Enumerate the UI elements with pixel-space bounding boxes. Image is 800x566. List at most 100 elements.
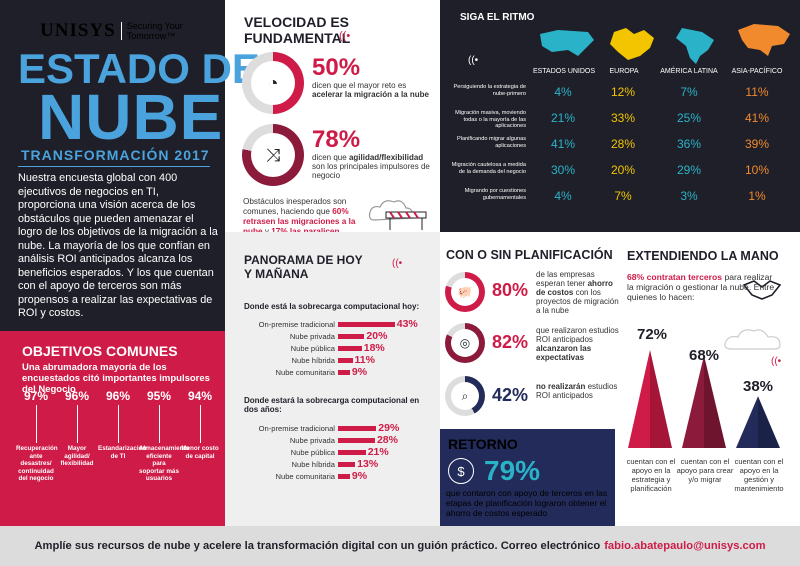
region-header: AMÉRICA LATINA <box>660 68 718 75</box>
magnifier-icon: ⌕ <box>451 382 479 410</box>
logo-tagline: Securing Your Tomorrow™ <box>127 21 183 41</box>
velocidad-title: VELOCIDAD ES FUNDAMENTAL <box>244 14 350 46</box>
bar-value: 20% <box>366 330 388 342</box>
ritmo-table: Persiguiendo la estrategia de nube-prime… <box>448 80 798 220</box>
retorno-text: que contaron con apoyo de terceros en la… <box>446 488 608 518</box>
bar-value: 9% <box>351 470 368 482</box>
bar-label: On-premise tradicional <box>258 319 335 329</box>
bar-label: On-premise tradicional <box>258 423 335 433</box>
bar-label: Nube privada <box>289 331 335 341</box>
agility-ring: ⤨ <box>242 124 304 186</box>
bar-label: Nube híbrida <box>291 355 335 365</box>
bar-label: Nube comunitaria <box>275 367 335 377</box>
extend-pct: 68% <box>688 347 720 364</box>
piggy-bank-icon: 🐖 <box>451 278 479 306</box>
bar-value: 18% <box>363 342 385 354</box>
bar-row: Nube privada 20% <box>232 330 432 342</box>
ritmo-title: SIGA EL RITMO <box>460 12 535 23</box>
extend-text-body: para realizar la migración o gestionar l… <box>627 272 775 302</box>
objetivos-panel <box>0 331 225 526</box>
ritmo-cell: 11% <box>745 85 769 99</box>
extend-pyramid-chart <box>628 350 780 448</box>
bar-label: Nube comunitaria <box>275 471 335 481</box>
velocidad-title-line2: FUNDAMENTAL <box>244 30 351 46</box>
bar <box>338 425 377 431</box>
bar-value: 29% <box>378 422 400 434</box>
ritmo-cell: 41% <box>550 137 576 151</box>
bar <box>338 461 356 467</box>
ritmo-cell: 20% <box>610 163 636 177</box>
bar-value: 43% <box>396 318 418 330</box>
objetivo-label: Recuperación ante desastres/ continuidad… <box>16 445 58 482</box>
ritmo-cell: 10% <box>744 163 770 177</box>
wifi-icon: ((• <box>392 258 403 269</box>
main-title-line2: NUBE <box>38 81 224 153</box>
bar <box>338 437 375 443</box>
bar-label: Nube privada <box>289 435 335 445</box>
plan-text-post: estudios ROI anticipados <box>536 382 618 400</box>
bar-row: Nube pública 18% <box>232 342 432 354</box>
region-header: EUROPA <box>609 68 639 75</box>
stat-pct: 50% <box>312 54 361 81</box>
bar-value: 28% <box>376 434 398 446</box>
objetivo-label: Almacenamiento eficiente para soportar m… <box>139 445 190 482</box>
obst-pre: Obstáculos inesperados son comunes, haci… <box>243 197 347 216</box>
ritmo-cell: 21% <box>550 111 576 125</box>
stat-text: dicen que agilidad/flexibilidad son los … <box>312 153 432 180</box>
objetivo-line <box>35 405 37 443</box>
search-ring: ⌕ <box>445 376 485 416</box>
pyramid <box>736 396 780 448</box>
ritmo-cell: 12% <box>610 85 636 99</box>
plan-pct: 80% <box>492 280 529 300</box>
extend-label: cuentan con el apoyo para crear y/o migr… <box>676 457 734 484</box>
plan-text-post: con los proyectos de migración a la nube <box>536 288 619 315</box>
unisys-logo[interactable]: UNISYS Securing Your Tomorrow™ <box>40 20 210 42</box>
bar-value: 9% <box>351 366 368 378</box>
stat-text-bold: agilidad/flexibilidad <box>348 153 424 162</box>
bar-row: On-premise tradicional 29% <box>232 422 432 434</box>
objetivo-label: Estandarización de TI <box>98 445 147 460</box>
footer-bar: Amplíe sus recursos de nube y acelere la… <box>0 526 800 566</box>
obst-bold2: 17% las paralicen <box>271 227 339 236</box>
bar-row: Nube híbrida 13% <box>232 458 432 470</box>
panorama-title-line1: PANORAMA DE HOY <box>244 253 363 267</box>
panorama-title-line2: Y MAÑANA <box>244 267 309 281</box>
ritmo-row-label: Planificando migrar algunas aplicaciones <box>456 136 526 149</box>
plan-text-pre: que realizaron estudios ROI anticipados <box>536 326 619 344</box>
wifi-icon: ((• <box>771 356 782 367</box>
plan-text-bold: no realizarán <box>536 382 586 391</box>
planificacion-title: CON O SIN PLANIFICACIÓN <box>446 248 613 262</box>
footer-email-link[interactable]: fabio.abatepaulo@unisys.com <box>604 540 766 552</box>
logo-divider <box>120 22 122 40</box>
pyramid-shade <box>650 350 672 448</box>
ritmo-cell: 30% <box>550 163 576 177</box>
plan-text: no realizarán estudios ROI anticipados <box>536 382 620 400</box>
speedometer-icon: ◔ <box>251 61 295 105</box>
objetivo-item: 96% Mayor agilidad/ flexibilidad <box>57 389 97 468</box>
ritmo-cell: 4% <box>554 85 572 99</box>
main-title-line1: ESTADO DE <box>18 45 260 92</box>
bar <box>338 321 395 327</box>
europe-map-icon <box>610 28 654 60</box>
bar-row: Nube comunitaria 9% <box>232 470 432 482</box>
stat-text-pre: dicen que el mayor reto es <box>312 81 407 90</box>
usa-map-icon <box>540 30 594 56</box>
bar-row: Nube comunitaria 9% <box>232 366 432 378</box>
ritmo-cell: 33% <box>610 111 636 125</box>
bar-label: Nube pública <box>290 343 335 353</box>
tagline-line1: Securing Your <box>126 21 183 31</box>
retorno-pct: 79% <box>484 455 541 486</box>
future-bar-chart: On-premise tradicional 29% Nube privada 28%… <box>232 422 432 482</box>
plan-pct: 82% <box>492 332 529 352</box>
extend-pct: 38% <box>742 378 774 395</box>
objetivos-title: OBJETIVOS COMUNES <box>22 343 178 359</box>
obst-bold1: 60% retrasen las migraciones a la nube <box>243 207 356 236</box>
bar-row: On-premise tradicional 43% <box>232 318 432 330</box>
objetivo-pct: 96% <box>105 389 131 403</box>
bar-value: 11% <box>354 354 375 366</box>
objetivo-pct: 97% <box>23 389 49 403</box>
plan-pct: 42% <box>492 385 529 405</box>
obstacles-text: Obstáculos inesperados son comunes, haci… <box>243 197 373 237</box>
bar-label: Nube híbrida <box>291 459 335 469</box>
objetivo-item: 94% Menor costo de capital <box>180 389 220 460</box>
